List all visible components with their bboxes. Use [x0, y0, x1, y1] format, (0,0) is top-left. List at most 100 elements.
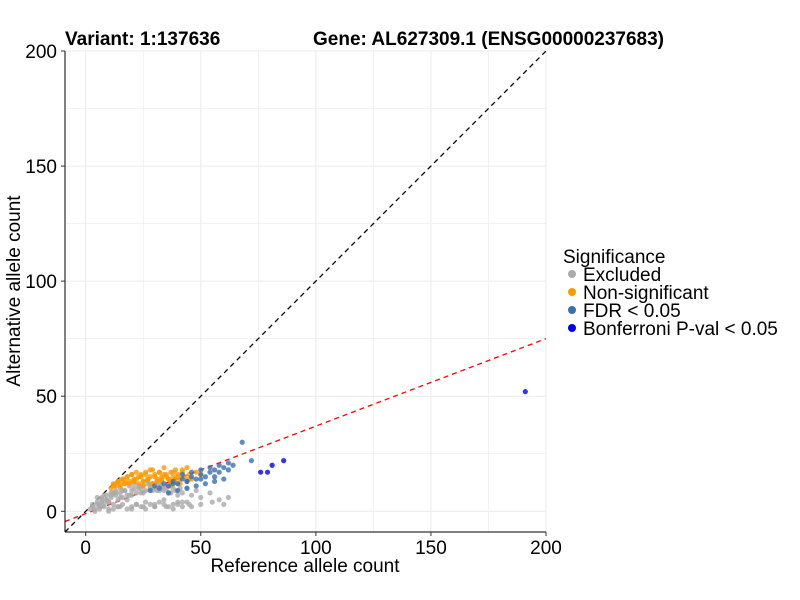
- point-fdr-0-05: [193, 476, 199, 482]
- point-fdr-0-05: [211, 467, 218, 473]
- point-excluded: [124, 497, 130, 503]
- point-bonferroni-p-val-0-05: [258, 469, 264, 475]
- point-excluded: [96, 506, 103, 512]
- data-points: [87, 389, 528, 514]
- point-fdr-0-05: [230, 462, 236, 468]
- point-fdr-0-05: [175, 481, 181, 487]
- x-tick-label: 200: [530, 538, 562, 559]
- point-excluded: [179, 504, 185, 510]
- point-excluded: [209, 499, 215, 505]
- point-fdr-0-05: [184, 478, 190, 484]
- y-tick-label: 100: [25, 272, 57, 293]
- point-excluded: [179, 499, 185, 505]
- chart-title-gene: Gene: AL627309.1 (ENSG00000237683): [313, 29, 664, 50]
- point-fdr-0-05: [221, 464, 227, 471]
- point-excluded: [175, 499, 181, 505]
- point-fdr-0-05: [221, 476, 227, 482]
- y-tick-label: 0: [46, 502, 57, 523]
- point-non-significant: [140, 478, 146, 484]
- point-fdr-0-05: [216, 469, 222, 475]
- point-bonferroni-p-val-0-05: [269, 462, 275, 468]
- point-non-significant: [133, 469, 139, 475]
- point-excluded: [140, 504, 146, 510]
- y-tick-label: 200: [25, 42, 57, 63]
- point-excluded: [193, 487, 199, 494]
- point-fdr-0-05: [156, 485, 162, 491]
- point-non-significant: [129, 471, 135, 478]
- point-fdr-0-05: [152, 483, 158, 489]
- point-fdr-0-05: [161, 481, 167, 487]
- point-excluded: [94, 499, 100, 505]
- x-axis-ticks: 0 50 100 150 200: [80, 532, 562, 559]
- point-non-significant: [113, 483, 119, 489]
- point-fdr-0-05: [165, 483, 172, 489]
- point-excluded: [186, 501, 192, 507]
- point-non-significant: [142, 471, 149, 478]
- point-fdr-0-05: [239, 439, 245, 445]
- x-axis-title: Reference allele count: [210, 556, 400, 577]
- point-non-significant: [170, 469, 176, 475]
- point-excluded: [216, 497, 222, 503]
- point-excluded: [147, 501, 153, 507]
- point-non-significant: [152, 474, 158, 480]
- point-excluded: [142, 499, 149, 505]
- point-excluded: [90, 501, 96, 507]
- point-non-significant: [136, 481, 142, 487]
- point-non-significant: [145, 476, 151, 482]
- point-fdr-0-05: [202, 474, 208, 480]
- point-excluded: [133, 490, 139, 496]
- point-excluded: [170, 506, 176, 512]
- point-non-significant: [163, 474, 169, 480]
- point-non-significant: [126, 478, 133, 484]
- legend-key: [568, 288, 576, 296]
- point-non-significant: [156, 469, 162, 475]
- point-excluded: [198, 494, 204, 501]
- point-excluded: [131, 485, 137, 491]
- x-tick-label: 150: [415, 538, 447, 559]
- point-fdr-0-05: [207, 464, 213, 471]
- point-fdr-0-05: [175, 487, 181, 494]
- point-excluded: [221, 501, 227, 507]
- point-excluded: [92, 508, 98, 514]
- x-tick-label: 0: [80, 538, 91, 559]
- point-excluded: [161, 497, 167, 503]
- point-excluded: [110, 506, 116, 512]
- point-fdr-0-05: [184, 485, 190, 491]
- point-excluded: [175, 492, 181, 498]
- point-non-significant: [154, 478, 160, 484]
- point-non-significant: [115, 478, 121, 484]
- point-excluded: [179, 490, 185, 496]
- point-excluded: [103, 497, 110, 503]
- point-excluded: [126, 492, 133, 498]
- point-non-significant: [117, 483, 123, 489]
- point-excluded: [207, 490, 213, 496]
- point-non-significant: [140, 483, 146, 489]
- legend-label: Non-significant: [583, 283, 709, 304]
- point-excluded: [106, 506, 112, 512]
- point-excluded: [110, 501, 116, 507]
- point-fdr-0-05: [198, 471, 204, 478]
- point-excluded: [170, 501, 176, 507]
- point-bonferroni-p-val-0-05: [264, 469, 271, 475]
- point-bonferroni-p-val-0-05: [522, 389, 528, 395]
- legend-label: Bonferroni P-val < 0.05: [583, 319, 778, 340]
- point-non-significant: [184, 464, 190, 471]
- point-excluded: [225, 494, 232, 501]
- point-excluded: [108, 492, 114, 498]
- y-tick-label: 150: [25, 157, 57, 178]
- point-excluded: [152, 501, 158, 507]
- point-non-significant: [147, 467, 153, 473]
- reference-line-identity: [64, 50, 547, 533]
- legend-key: [568, 306, 576, 314]
- point-non-significant: [138, 474, 144, 480]
- point-excluded: [117, 494, 123, 501]
- point-fdr-0-05: [198, 467, 204, 473]
- point-fdr-0-05: [147, 487, 153, 494]
- chart-title-variant: Variant: 1:137636: [65, 29, 220, 50]
- point-non-significant: [124, 474, 130, 480]
- legend-label: Excluded: [583, 265, 661, 286]
- point-fdr-0-05: [179, 471, 185, 478]
- legend-label: FDR < 0.05: [583, 301, 681, 322]
